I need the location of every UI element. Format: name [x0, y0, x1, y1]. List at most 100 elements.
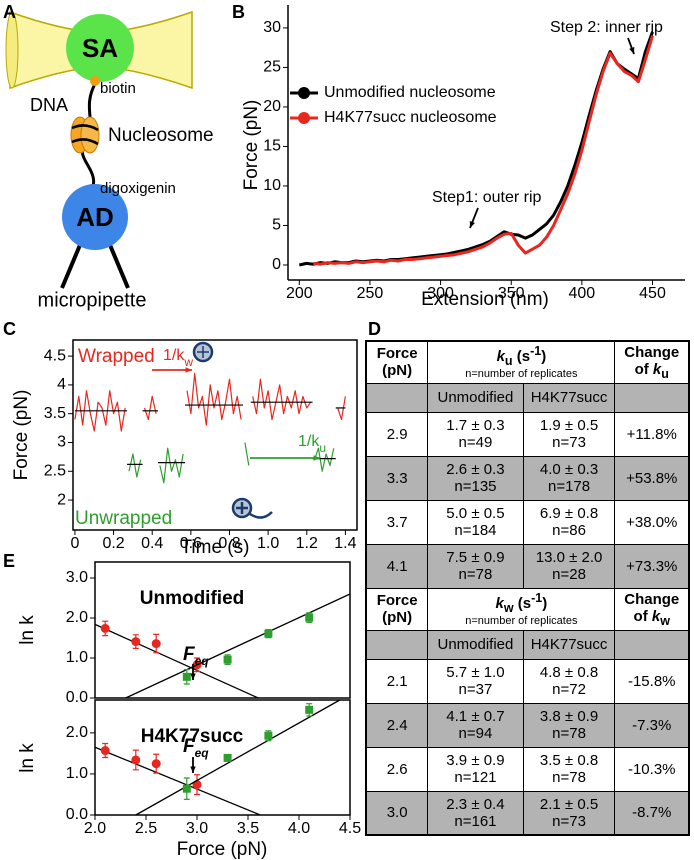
- data-row: 3.7 5.0 ± 0.5 n=184 6.9 ± 0.8 n=86 +38.0%: [365, 499, 690, 545]
- cell: 3.0: [365, 790, 429, 836]
- cell-value: 2.3 ± 0.4: [446, 795, 505, 813]
- change-header-part: u: [661, 366, 669, 381]
- rate-header: ku (s-1): [430, 344, 612, 368]
- point: [264, 731, 273, 740]
- label: digoxigenin: [100, 180, 176, 197]
- label: DNA: [30, 95, 68, 115]
- point: [192, 780, 202, 790]
- x-tick-label: 3.5: [237, 820, 259, 837]
- point: [100, 623, 110, 633]
- y-tick-label: 15: [263, 138, 281, 155]
- point: [223, 655, 232, 664]
- rate-header-part: ): [542, 595, 548, 612]
- x-tick-label: 2.5: [135, 820, 157, 837]
- y-tick-label: 10: [263, 177, 281, 194]
- cell: 4.8 ± 0.8 n=72: [522, 658, 616, 704]
- panel-label: E: [3, 551, 15, 571]
- cell: 3.8 ± 0.9 n=78: [522, 702, 616, 748]
- rate-header-part: ): [541, 348, 547, 366]
- annotation-text: Step 2: inner rip: [550, 19, 663, 36]
- column-header: Unmodified: [427, 382, 524, 413]
- data-row: 2.9 1.7 ± 0.3 n=49 1.9 ± 0.5 n=73 +11.8%: [365, 411, 690, 457]
- point: [305, 613, 314, 622]
- rate-header-part: -1: [530, 344, 542, 359]
- header-cell: Force (pN): [365, 587, 429, 631]
- point: [131, 755, 141, 765]
- arrow-head: [629, 47, 635, 54]
- x-tick-label: 300: [427, 285, 454, 302]
- arrow-head: [469, 221, 475, 228]
- header-cell: ku (s-1) n=number of replicates: [427, 340, 616, 384]
- schematic: A SA biotin DNA Nucleosome digoxigenin A…: [3, 2, 214, 312]
- y-tick-label: 3: [57, 434, 66, 451]
- cell: -7.3%: [614, 702, 690, 748]
- cell-count: n=121: [454, 769, 497, 786]
- series-label: Unwrapped: [75, 508, 172, 529]
- header-cell: Change of kw: [614, 587, 690, 631]
- y-tick-label: 20: [263, 98, 281, 115]
- cell: 6.9 ± 0.8 n=86: [522, 499, 616, 545]
- data-row: 2.1 5.7 ± 1.0 n=37 4.8 ± 0.8 n=72 -15.8%: [365, 658, 690, 704]
- cell-count: n=49: [458, 434, 493, 451]
- rate-header-part: k: [496, 348, 505, 366]
- x-tick-label: 250: [357, 285, 384, 302]
- cell-value: 13.0 ± 2.0: [535, 549, 603, 566]
- point: [100, 746, 110, 756]
- cell-value: 3.9 ± 0.9: [446, 752, 505, 769]
- cell-value: 5.0 ± 0.5: [446, 505, 505, 522]
- legend-marker: [298, 87, 310, 99]
- x-tick-label: 1.2: [296, 535, 318, 552]
- pipette-end: [5, 11, 19, 89]
- y-tick-label: 0.0: [66, 806, 88, 823]
- cell-count: n=86: [552, 522, 586, 539]
- cell: 1.7 ± 0.3 n=49: [427, 411, 524, 457]
- y-tick-label: 2.0: [66, 724, 88, 741]
- x-tick-label: 400: [569, 285, 596, 302]
- label: micropipette: [38, 289, 147, 311]
- point: [182, 672, 191, 681]
- cell: 2.1: [365, 658, 429, 704]
- data-row: 4.1 7.5 ± 0.9 n=78 13.0 ± 2.0 n=28 +73.3%: [365, 543, 690, 589]
- rate-header-part: w: [503, 601, 514, 615]
- cell: -15.8%: [614, 658, 690, 704]
- panel-label: C: [3, 319, 16, 339]
- cell-count: n=94: [458, 725, 493, 742]
- cell: +38.0%: [614, 499, 690, 545]
- cell-count: n=161: [454, 812, 497, 830]
- icon-wrapped: [192, 341, 214, 363]
- rate-note: n=number of replicates: [465, 368, 578, 381]
- panel-title: H4K77succ: [141, 726, 244, 747]
- x-tick-label: 450: [639, 285, 666, 302]
- x-tick-label: 350: [498, 285, 525, 302]
- icon-unwrapped: [231, 497, 273, 519]
- point: [264, 629, 273, 638]
- cell: 2.3 ± 0.4 n=161: [427, 790, 524, 836]
- y-tick-label: 2.5: [44, 462, 66, 479]
- cell: 7.5 ± 0.9 n=78: [427, 543, 524, 589]
- cell-count: n=184: [454, 522, 497, 539]
- rate-header-part: (s: [513, 595, 532, 612]
- cell: -8.7%: [614, 790, 690, 836]
- cell-count: n=37: [458, 681, 493, 698]
- column-header: Unmodified: [427, 629, 524, 660]
- y-tick-label: 1.0: [66, 765, 88, 782]
- y-tick-label: 0.0: [66, 689, 88, 706]
- y-tick-label: 25: [263, 59, 281, 76]
- x-tick-label: 0.8: [218, 535, 240, 552]
- cell: 5.7 ± 1.0 n=37: [427, 658, 524, 704]
- cell-count: n=78: [552, 725, 586, 742]
- change-header-part: k: [652, 360, 662, 378]
- annotation: Feq: [183, 736, 209, 760]
- panel-label: A: [3, 2, 16, 22]
- series-line: [313, 35, 654, 266]
- cell: 2.4: [365, 702, 429, 748]
- y-tick-label: 3.5: [44, 405, 66, 422]
- annotation: 1/ku: [298, 433, 326, 455]
- panel-title: Unmodified: [140, 588, 245, 609]
- label: biotin: [100, 80, 136, 97]
- x-tick-label: 200: [286, 285, 313, 302]
- cell-value: 5.7 ± 1.0: [446, 664, 505, 681]
- panel-label: B: [232, 2, 245, 22]
- x-tick-label: 1.0: [257, 535, 279, 552]
- header-cell: Force (pN): [365, 340, 429, 384]
